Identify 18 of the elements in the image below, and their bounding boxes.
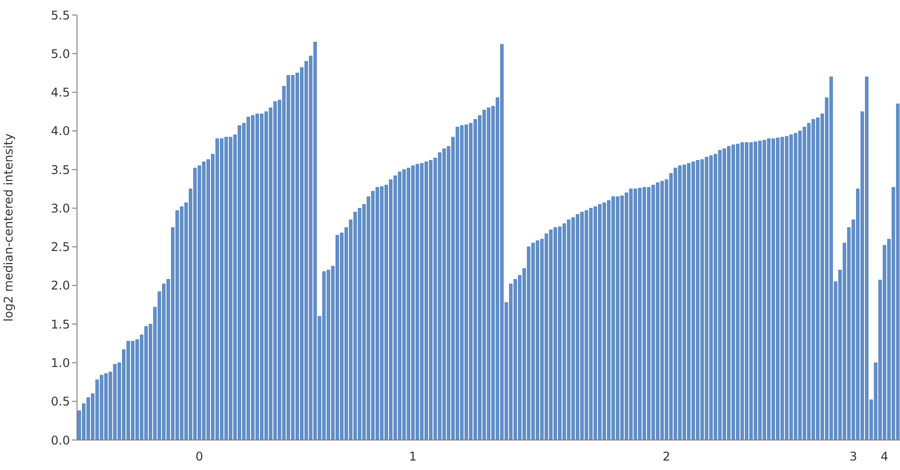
y-tick-label: 3.5 [50, 162, 70, 177]
y-tick-label: 5.5 [50, 8, 70, 22]
x-tick-label: 3 [849, 450, 858, 464]
x-tick-label: 0 [196, 450, 204, 464]
y-tick-label: 2.0 [50, 278, 70, 293]
y-tick-label: 0.0 [50, 433, 70, 448]
y-tick-label: 1.0 [50, 356, 70, 370]
y-tick-label: 4.0 [50, 124, 70, 138]
y-tick-label: 4.5 [50, 86, 70, 100]
y-tick-label: 5.0 [50, 46, 70, 61]
y-tick-label: 3.0 [50, 201, 70, 216]
y-axis-title: log2 median-centered intensity [1, 133, 16, 322]
y-tick-label: 1.5 [50, 317, 70, 332]
x-tick-label: 4 [880, 450, 888, 464]
y-tick-label: 2.5 [50, 240, 70, 254]
x-tick-label: 2 [662, 450, 670, 464]
x-tick-label: 1 [409, 450, 417, 464]
y-tick-label: 0.5 [50, 394, 70, 409]
